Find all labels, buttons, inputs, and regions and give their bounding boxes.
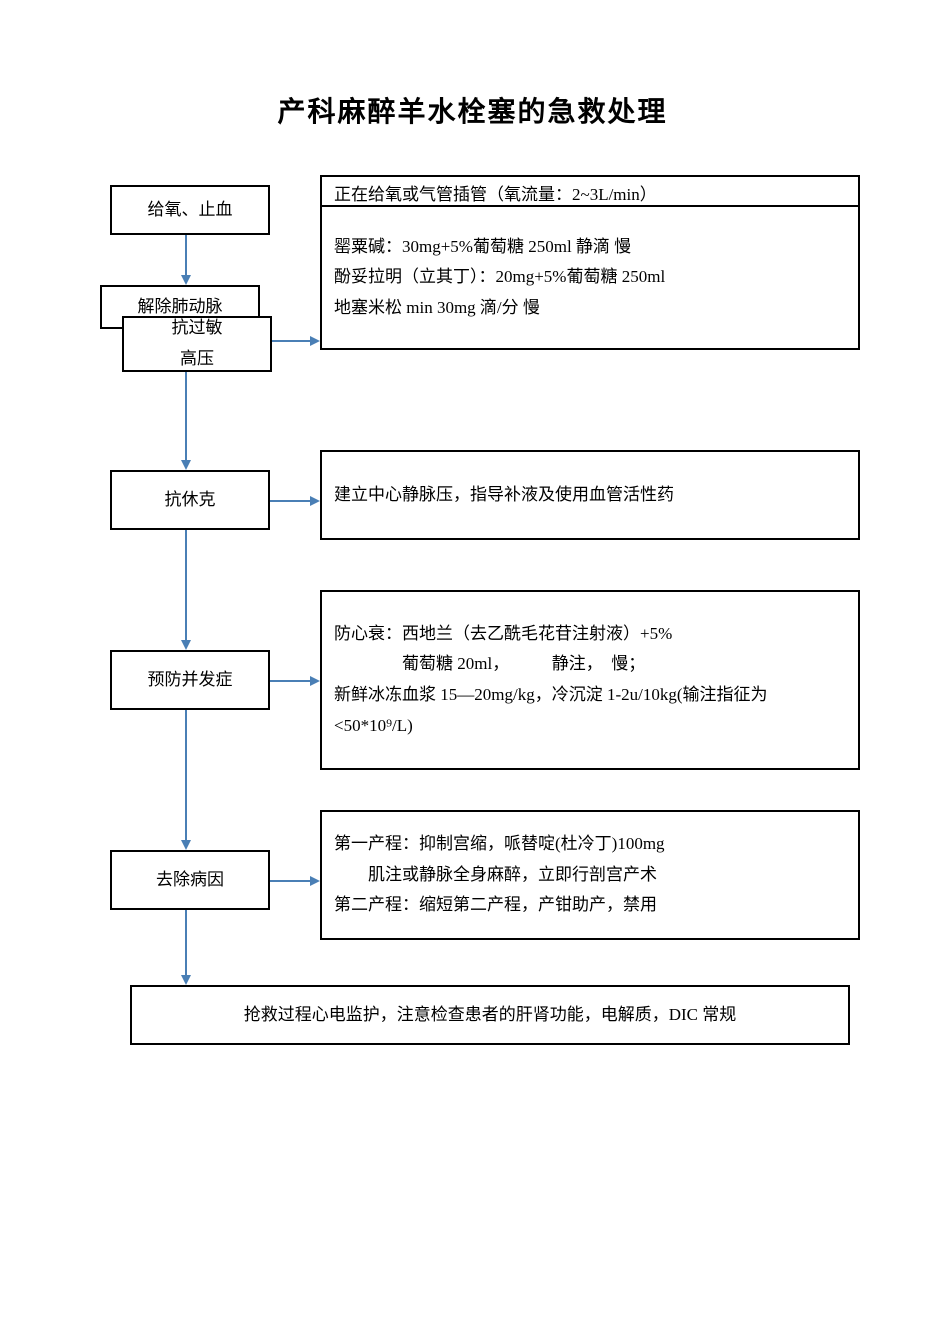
arrow-head-icon	[310, 496, 320, 506]
step-remove-cause: 去除病因	[110, 850, 270, 910]
detail-monitoring: 抢救过程心电监护，注意检查患者的肝肾功能，电解质，DIC 常规	[130, 985, 850, 1045]
flow-arrow	[185, 710, 187, 842]
flow-arrow	[272, 340, 312, 342]
step-anti-shock: 抗休克	[110, 470, 270, 530]
step-label: 给氧、止血	[148, 195, 233, 226]
detail-drugs: 罂粟碱：30mg+5%葡萄糖 250ml 静滴 慢 酚妥拉明（立其丁）：20mg…	[320, 205, 860, 350]
step-label: 预防并发症	[148, 665, 233, 696]
flow-arrow	[185, 235, 187, 277]
detail-text: 建立中心静脉压，指导补液及使用血管活性药	[334, 480, 674, 511]
step-label: 抗休克	[165, 485, 216, 516]
step-anti-allergy: 抗过敏 高压	[122, 316, 272, 372]
detail-cause: 第一产程：抑制宫缩，哌替啶(杜冷丁)100mg 肌注或静脉全身麻醉，立即行剖宫产…	[320, 810, 860, 940]
detail-text: 第一产程：抑制宫缩，哌替啶(杜冷丁)100mg 肌注或静脉全身麻醉，立即行剖宫产…	[334, 829, 665, 921]
flow-arrow	[270, 880, 312, 882]
arrow-head-icon	[181, 275, 191, 285]
flow-arrow	[270, 500, 312, 502]
detail-text: 防心衰：西地兰（去乙酰毛花苷注射液）+5% 葡萄糖 20ml， 静注， 慢； 新…	[334, 619, 846, 741]
flow-arrow	[185, 910, 187, 977]
arrow-head-icon	[181, 640, 191, 650]
page-title: 产科麻醉羊水栓塞的急救处理	[0, 90, 945, 130]
arrow-head-icon	[181, 840, 191, 850]
detail-text: 罂粟碱：30mg+5%葡萄糖 250ml 静滴 慢 酚妥拉明（立其丁）：20mg…	[334, 232, 665, 324]
flow-arrow	[185, 372, 187, 462]
arrow-head-icon	[181, 975, 191, 985]
flow-arrow	[185, 530, 187, 642]
arrow-head-icon	[310, 876, 320, 886]
flow-arrow	[270, 680, 312, 682]
detail-text: 抢救过程心电监护，注意检查患者的肝肾功能，电解质，DIC 常规	[244, 1000, 737, 1031]
arrow-head-icon	[310, 676, 320, 686]
step-oxygen: 给氧、止血	[110, 185, 270, 235]
step-label: 抗过敏 高压	[172, 313, 223, 374]
detail-prevent: 防心衰：西地兰（去乙酰毛花苷注射液）+5% 葡萄糖 20ml， 静注， 慢； 新…	[320, 590, 860, 770]
step-prevent-complications: 预防并发症	[110, 650, 270, 710]
detail-anti-shock: 建立中心静脉压，指导补液及使用血管活性药	[320, 450, 860, 540]
step-label: 去除病因	[156, 865, 224, 896]
arrow-head-icon	[181, 460, 191, 470]
arrow-head-icon	[310, 336, 320, 346]
